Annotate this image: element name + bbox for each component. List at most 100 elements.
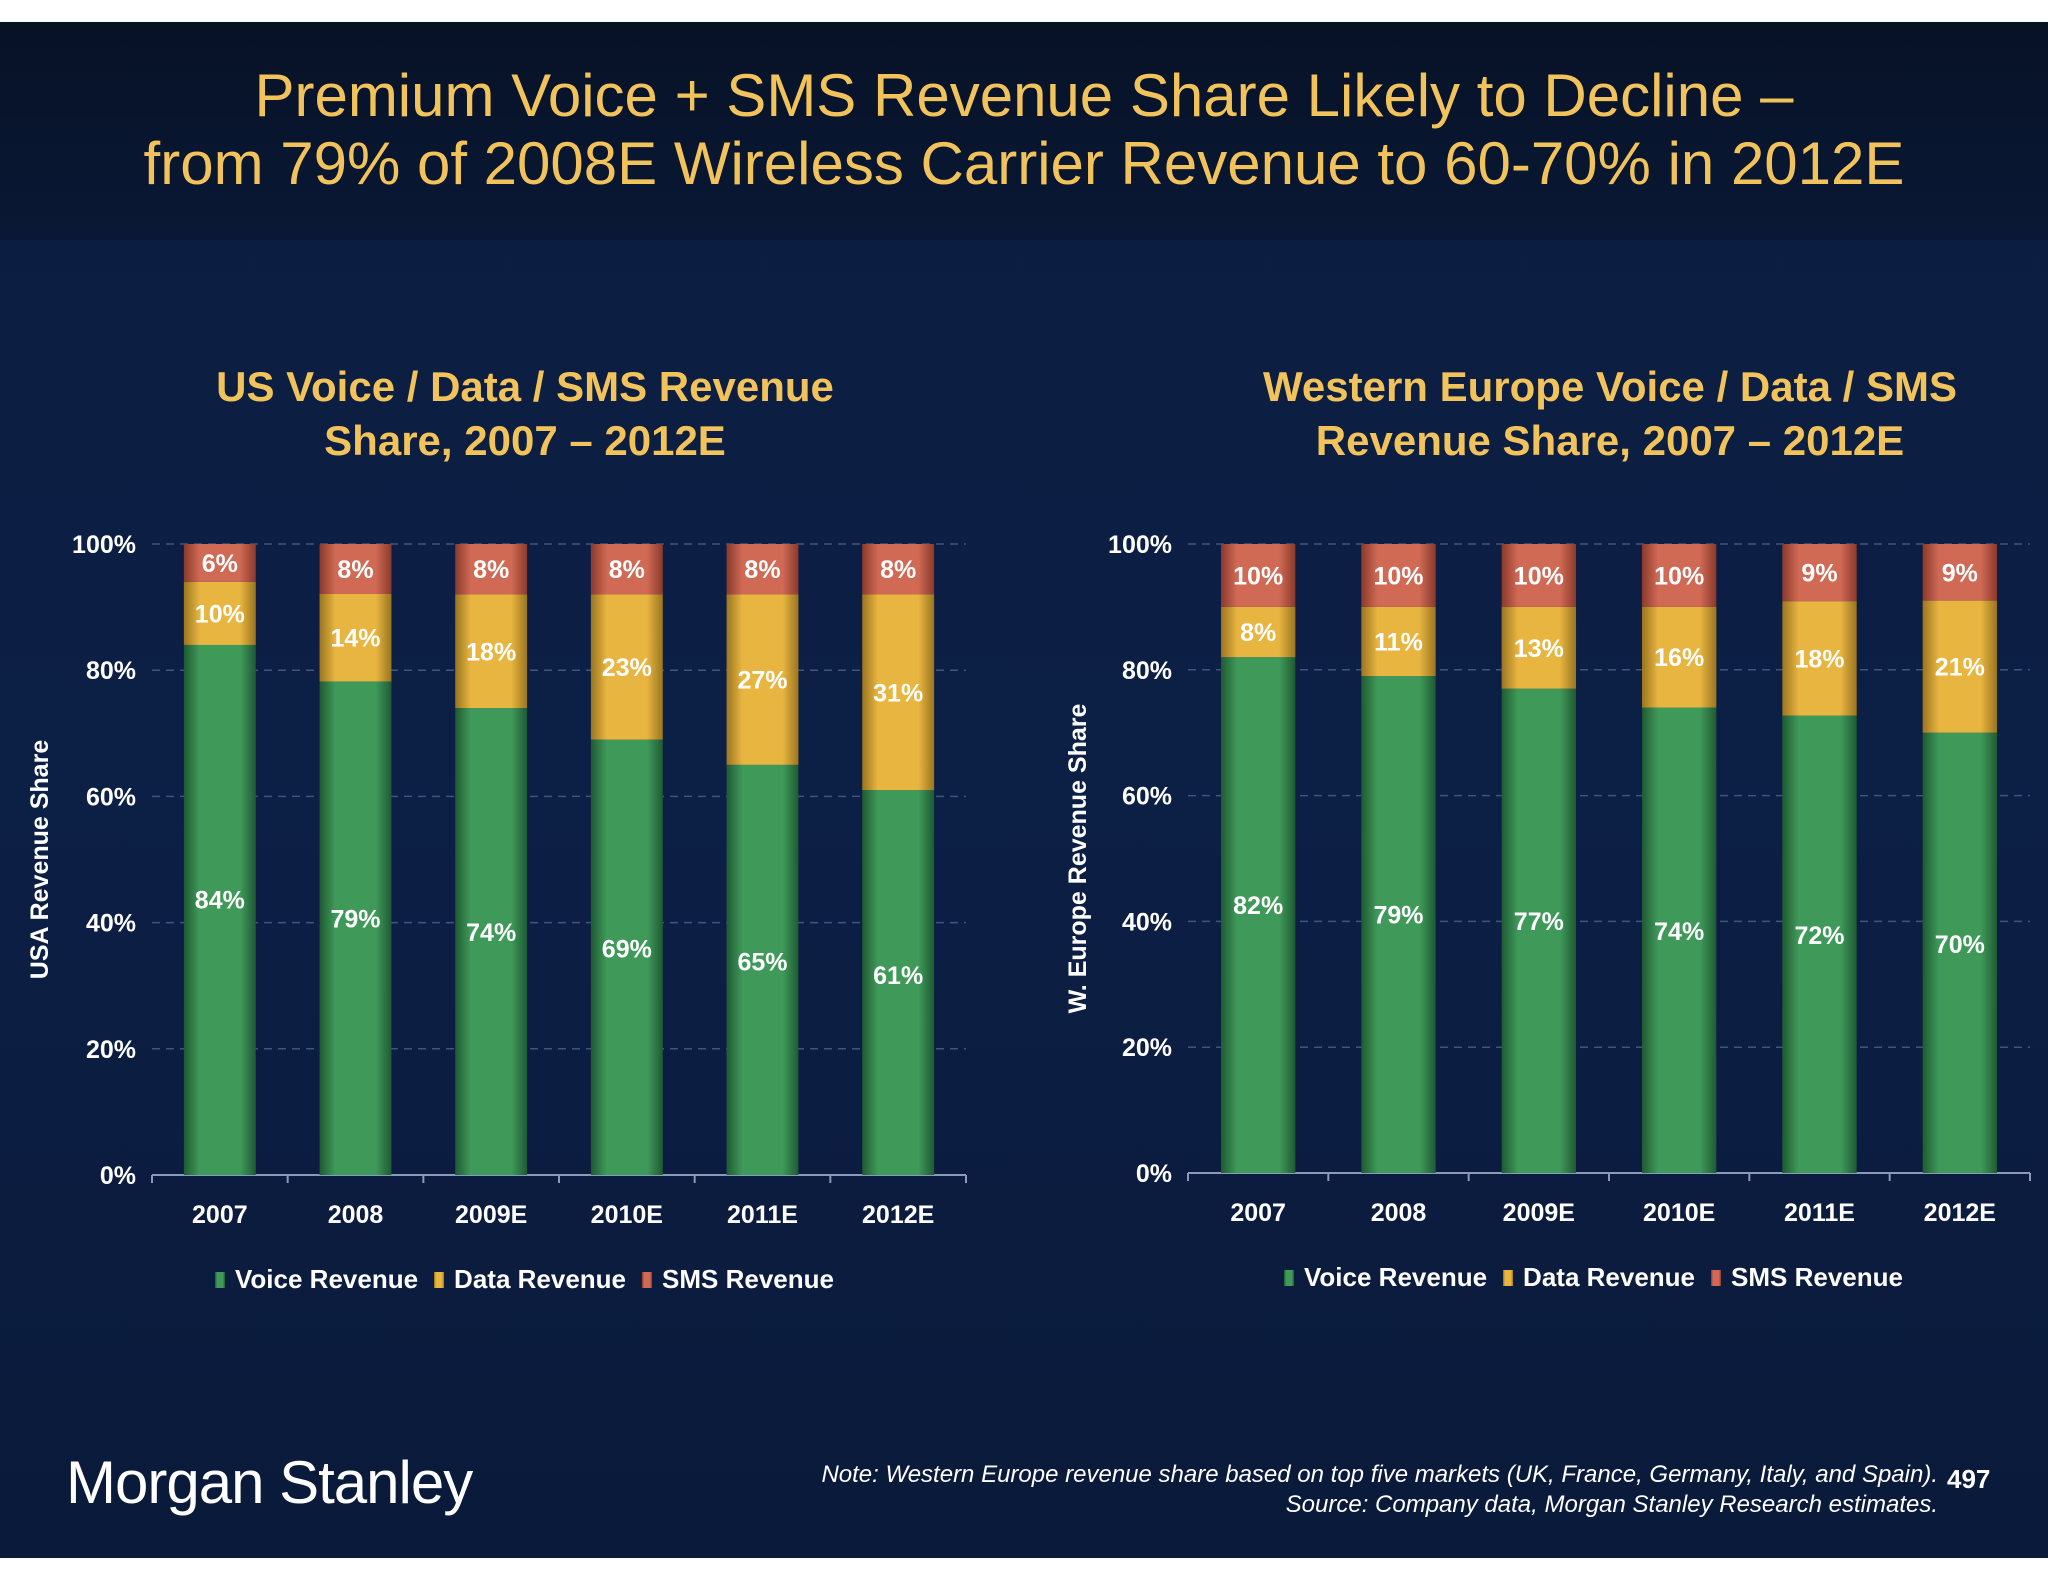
us-chart-title-line1: US Voice / Data / SMS Revenue xyxy=(216,363,834,410)
data-label: 13% xyxy=(1514,635,1564,663)
page-number: 497 xyxy=(1947,1464,1991,1494)
bar-segment-data-revenue xyxy=(1220,606,1296,658)
data-label: 65% xyxy=(737,949,787,977)
y-tick-label: 20% xyxy=(1122,1034,1172,1062)
y-tick-label: 60% xyxy=(86,783,136,811)
x-tick-label: 2009E xyxy=(1503,1199,1575,1227)
y-tick-label: 20% xyxy=(86,1036,136,1064)
bar-segment-voice-revenue xyxy=(1641,707,1717,1173)
data-label: 9% xyxy=(1942,559,1978,587)
data-label: 6% xyxy=(202,550,238,578)
data-label: 18% xyxy=(466,638,516,666)
data-label: 79% xyxy=(330,905,380,933)
bar-segment-voice-revenue xyxy=(1782,715,1857,1173)
eu-revenue-share-chart: 0% 20% 40% 60% 80% 100% W. Europe Revenue Shar… xyxy=(1064,531,2031,1292)
legend-swatch xyxy=(1711,1270,1722,1286)
us-chart-title: US Voice / Data / SMS Revenue Share, 200… xyxy=(110,360,940,468)
data-label: 31% xyxy=(873,679,923,707)
bar-segment-voice-revenue xyxy=(1361,676,1436,1173)
data-label: 23% xyxy=(602,654,652,682)
title-band xyxy=(0,22,2048,240)
bar-segment-sms-revenue xyxy=(1641,544,1717,607)
bar-segment-voice-revenue xyxy=(455,708,528,1175)
data-label: 27% xyxy=(737,667,787,695)
bar-segment-data-revenue xyxy=(1501,606,1577,689)
bar-segment-voice-revenue xyxy=(319,681,392,1175)
bar-segment-sms-revenue xyxy=(1782,544,1857,602)
bar-segment-data-revenue xyxy=(319,593,392,682)
bar-segment-sms-revenue xyxy=(319,544,392,594)
data-label: 8% xyxy=(473,556,509,584)
x-tick-label: 2010E xyxy=(1643,1199,1715,1227)
y-tick-label: 60% xyxy=(1122,783,1172,811)
data-label: 8% xyxy=(744,556,780,584)
data-label: 72% xyxy=(1794,922,1844,950)
source-text: Source: Company data, Morgan Stanley Res… xyxy=(1285,1491,1938,1518)
data-label: 8% xyxy=(880,556,916,584)
x-tick-label: 2007 xyxy=(192,1201,248,1229)
bar-segment-sms-revenue xyxy=(590,544,663,595)
bar-segment-data-revenue xyxy=(726,594,799,765)
data-label: 10% xyxy=(1654,562,1704,590)
x-tick-label: 2011E xyxy=(727,1201,798,1229)
data-label: 10% xyxy=(1514,562,1564,590)
legend-swatch xyxy=(434,1272,445,1288)
data-label: 16% xyxy=(1654,644,1704,672)
morgan-stanley-logo: Morgan Stanley xyxy=(66,1449,473,1516)
data-label: 70% xyxy=(1935,931,1985,959)
data-label: 11% xyxy=(1374,628,1423,656)
y-tick-label: 0% xyxy=(1136,1160,1172,1188)
legend-label: SMS Revenue xyxy=(662,1264,834,1294)
data-label: 10% xyxy=(195,600,245,628)
note-text: Note: Western Europe revenue share based… xyxy=(821,1461,1938,1488)
x-tick-label: 2012E xyxy=(862,1201,934,1229)
legend-label: Data Revenue xyxy=(1523,1262,1695,1292)
bar-segment-voice-revenue xyxy=(1220,657,1296,1173)
eu-chart-title-line1: Western Europe Voice / Data / SMS xyxy=(1263,363,1957,410)
bar-segment-data-revenue xyxy=(1922,600,1998,733)
bar-segment-voice-revenue xyxy=(590,739,663,1175)
data-label: 84% xyxy=(195,886,245,914)
legend-label: Voice Revenue xyxy=(235,1264,418,1294)
bar-segment-data-revenue xyxy=(590,594,663,740)
x-tick-label: 2008 xyxy=(328,1201,384,1229)
x-tick-label: 2012E xyxy=(1924,1199,1996,1227)
bar-segment-sms-revenue xyxy=(1501,544,1577,607)
x-tick-label: 2011E xyxy=(1784,1199,1855,1227)
slide-title-line2: from 79% of 2008E Wireless Carrier Reven… xyxy=(143,130,1905,197)
data-label: 10% xyxy=(1233,562,1283,590)
legend-label: SMS Revenue xyxy=(1731,1262,1903,1292)
bar-segment-voice-revenue xyxy=(1501,688,1577,1173)
data-label: 8% xyxy=(1240,619,1276,647)
us-chart-title-line2: Share, 2007 – 2012E xyxy=(324,417,726,464)
data-label: 10% xyxy=(1373,562,1423,590)
data-label: 9% xyxy=(1801,560,1837,588)
slide-title: Premium Voice + SMS Revenue Share Likely… xyxy=(0,62,2048,198)
slide-title-line1: Premium Voice + SMS Revenue Share Likely… xyxy=(254,62,1794,129)
bar-segment-voice-revenue xyxy=(1922,732,1998,1173)
bar-segment-sms-revenue xyxy=(1361,544,1436,607)
x-tick-label: 2010E xyxy=(591,1201,663,1229)
data-label: 14% xyxy=(330,625,380,653)
bar-segment-sms-revenue xyxy=(726,544,799,595)
bar-segment-data-revenue xyxy=(183,581,256,645)
legend-swatch xyxy=(1284,1270,1294,1286)
y-tick-label: 100% xyxy=(1108,531,1172,559)
bar-segment-sms-revenue xyxy=(183,544,256,582)
y-tick-label: 80% xyxy=(1122,657,1172,685)
bar-segment-data-revenue xyxy=(862,594,935,791)
bar-segment-data-revenue xyxy=(455,594,528,709)
y-axis-title: W. Europe Revenue Share xyxy=(1064,704,1092,1014)
y-tick-label: 80% xyxy=(86,657,136,685)
data-label: 79% xyxy=(1373,902,1423,930)
data-label: 18% xyxy=(1794,645,1844,673)
x-tick-label: 2008 xyxy=(1371,1199,1427,1227)
bar-segment-voice-revenue xyxy=(862,790,935,1175)
legend-label: Data Revenue xyxy=(454,1264,626,1294)
data-label: 21% xyxy=(1935,654,1985,682)
footnote: Note: Western Europe revenue share based… xyxy=(821,1460,1938,1520)
bar-segment-data-revenue xyxy=(1361,606,1436,677)
data-label: 74% xyxy=(1654,918,1704,946)
data-label: 69% xyxy=(602,936,652,964)
data-label: 74% xyxy=(466,919,516,947)
